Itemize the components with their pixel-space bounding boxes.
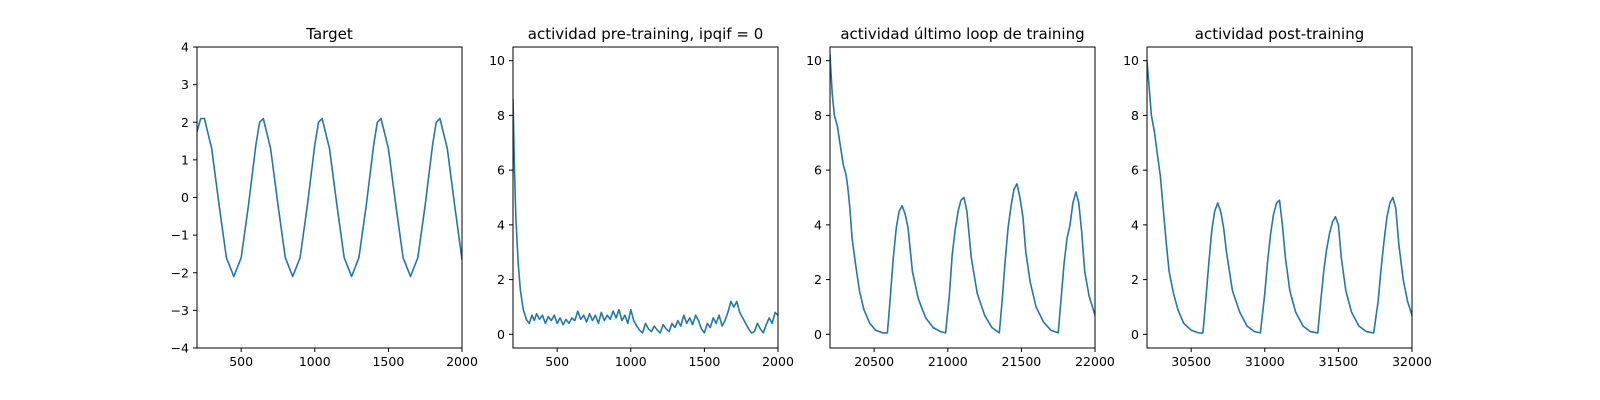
x-tick-label: 32000: [1392, 354, 1432, 369]
series-line: [1147, 59, 1412, 334]
axes-frame: [829, 46, 1096, 349]
y-tick-label: 2: [497, 272, 505, 287]
axes-frame: [196, 46, 463, 349]
series-line: [830, 54, 1095, 334]
y-tick-label: −1: [171, 228, 189, 243]
y-tick-label: 4: [1131, 217, 1139, 232]
y-tick-label: 6: [814, 163, 822, 178]
y-tick-label: 8: [497, 108, 505, 123]
subplot-post-training: actividad post-training 30500 31000 31500 3…: [1123, 25, 1432, 369]
y-tick-label: 2: [181, 115, 189, 130]
y-tick-label: 2: [1131, 272, 1139, 287]
x-tick-label: 21000: [928, 354, 968, 369]
y-tick-label: 8: [814, 108, 822, 123]
y-tick-label: 0: [181, 190, 189, 205]
x-tick-label: 2000: [446, 354, 478, 369]
y-tick-label: 3: [181, 77, 189, 92]
y-tick-label: 0: [497, 327, 505, 342]
y-tick-label: 4: [497, 217, 505, 232]
y-tick-label: 6: [497, 163, 505, 178]
y-tick-label: 10: [489, 53, 505, 68]
x-tick-label: 1500: [688, 354, 720, 369]
subplot-target: Target 500 1000 1500 2000 −4 −3 −2 −1 0 1 2 3 4: [171, 25, 478, 369]
subplot-title: Target: [305, 25, 353, 43]
x-tick-label: 30500: [1171, 354, 1211, 369]
y-tick-label: −3: [171, 303, 189, 318]
x-tick-label: 1000: [299, 354, 331, 369]
y-tick-label: 10: [806, 53, 822, 68]
y-tick-label: 6: [1131, 163, 1139, 178]
y-tick-label: 0: [1131, 327, 1139, 342]
y-tick-label: 4: [181, 40, 189, 55]
x-tick-label: 20500: [854, 354, 894, 369]
x-tick-label: 1000: [615, 354, 647, 369]
y-tick-label: 1: [181, 152, 189, 167]
x-tick-label: 31000: [1245, 354, 1285, 369]
subplot-title: actividad último loop de training: [840, 25, 1084, 43]
x-tick-label: 2000: [762, 354, 794, 369]
subplot-pre-training: actividad pre-training, ipqif = 0 500 100…: [489, 25, 794, 369]
x-tick-label: 1500: [372, 354, 404, 369]
x-tick-label: 31500: [1319, 354, 1359, 369]
y-tick-label: −2: [171, 265, 189, 280]
x-tick-label: 21500: [1002, 354, 1042, 369]
y-tick-label: 2: [814, 272, 822, 287]
y-tick-label: 10: [1123, 53, 1139, 68]
subplot-title: actividad post-training: [1195, 25, 1364, 43]
axes-frame: [1146, 46, 1413, 349]
x-tick-label: 500: [545, 354, 569, 369]
x-tick-label: 500: [229, 354, 253, 369]
subplot-title: actividad pre-training, ipqif = 0: [528, 25, 764, 43]
subplot-last-training-loop: actividad último loop de training 20500 2…: [806, 25, 1115, 369]
x-tick-label: 22000: [1075, 354, 1115, 369]
axes-frame: [512, 46, 779, 349]
y-tick-label: −4: [171, 341, 189, 356]
series-line: [513, 98, 778, 334]
y-tick-label: 0: [814, 327, 822, 342]
y-tick-label: 8: [1131, 108, 1139, 123]
series-line: [197, 117, 462, 278]
y-tick-label: 4: [814, 217, 822, 232]
